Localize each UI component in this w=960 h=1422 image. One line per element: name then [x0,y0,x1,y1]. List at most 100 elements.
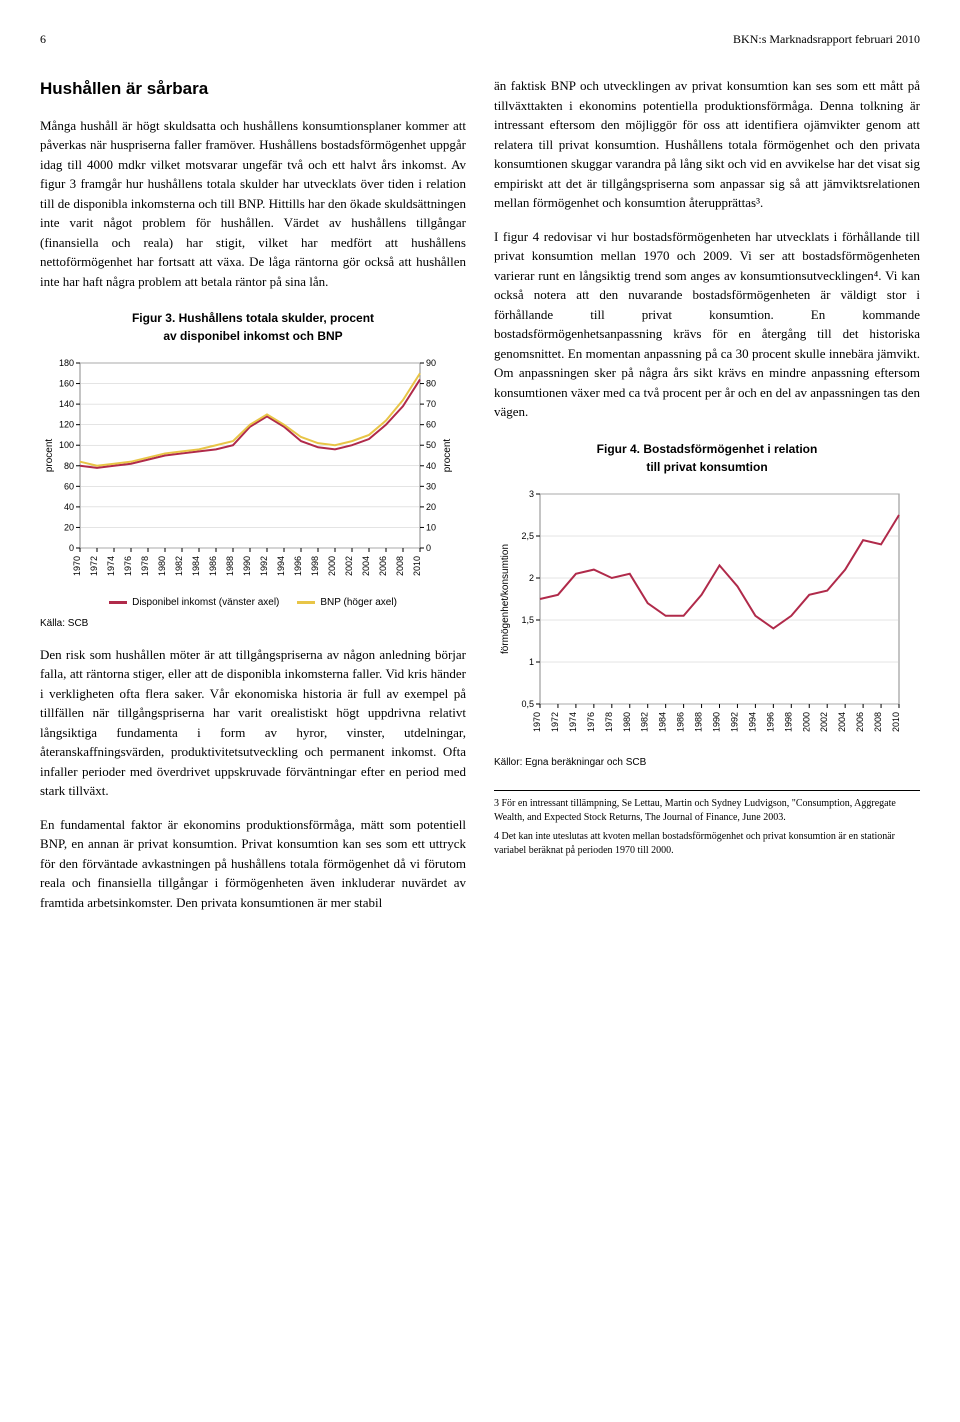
svg-text:1986: 1986 [208,556,218,576]
svg-text:50: 50 [426,440,436,450]
svg-text:1982: 1982 [174,556,184,576]
svg-text:80: 80 [64,461,74,471]
svg-text:160: 160 [59,379,74,389]
svg-text:20: 20 [426,502,436,512]
body-paragraph: En fundamental faktor är ekonomins produ… [40,815,466,913]
svg-text:2000: 2000 [801,712,811,732]
svg-text:2010: 2010 [891,712,901,732]
svg-text:1,5: 1,5 [521,615,534,625]
figure3-legend: Disponibel inkomst (vänster axel) BNP (h… [40,595,466,610]
figure3-source: Källa: SCB [40,616,466,631]
svg-text:2008: 2008 [873,712,883,732]
svg-text:1978: 1978 [140,556,150,576]
figure4-svg: 0,511,522,531970197219741976197819801982… [494,484,914,744]
svg-text:60: 60 [64,481,74,491]
svg-text:1990: 1990 [242,556,252,576]
svg-text:1: 1 [529,657,534,667]
footnote: 4 Det kan inte uteslutas att kvoten mell… [494,830,920,857]
svg-text:90: 90 [426,358,436,368]
svg-text:40: 40 [64,502,74,512]
figure3-svg: 0 20 40 60 80 100 120 140 160 180 0 10 20 30 40 50 60 70 8… [40,353,460,583]
svg-text:1984: 1984 [658,712,668,732]
legend-swatch [297,601,315,604]
svg-text:0,5: 0,5 [521,699,534,709]
figure4-chart: 0,511,522,531970197219741976197819801982… [494,484,920,750]
body-paragraph: I figur 4 redovisar vi hur bostadsförmög… [494,227,920,422]
two-column-layout: Hushållen är sårbara Många hushåll är hö… [40,76,920,926]
svg-text:1982: 1982 [640,712,650,732]
svg-text:2002: 2002 [344,556,354,576]
report-title: BKN:s Marknadsrapport februari 2010 [733,30,920,48]
svg-text:2006: 2006 [378,556,388,576]
svg-text:1992: 1992 [729,712,739,732]
figure3-title: Figur 3. Hushållens totala skulder, proc… [40,309,466,345]
svg-text:1976: 1976 [123,556,133,576]
svg-text:0: 0 [426,543,431,553]
svg-text:2004: 2004 [837,712,847,732]
svg-text:2002: 2002 [819,712,829,732]
svg-text:procent: procent [44,439,55,473]
svg-text:1984: 1984 [191,556,201,576]
svg-text:1998: 1998 [310,556,320,576]
section-heading: Hushållen är sårbara [40,76,466,102]
svg-text:1978: 1978 [604,712,614,732]
svg-text:1972: 1972 [550,712,560,732]
svg-text:80: 80 [426,379,436,389]
svg-text:procent: procent [442,439,453,473]
svg-text:1988: 1988 [694,712,704,732]
svg-text:1996: 1996 [765,712,775,732]
svg-text:1996: 1996 [293,556,303,576]
body-paragraph: än faktisk BNP och utvecklingen av priva… [494,76,920,213]
svg-text:1986: 1986 [676,712,686,732]
svg-text:1988: 1988 [225,556,235,576]
svg-text:1980: 1980 [157,556,167,576]
svg-text:1970: 1970 [72,556,82,576]
right-column: än faktisk BNP och utvecklingen av priva… [494,76,920,926]
svg-text:40: 40 [426,461,436,471]
figure3-chart: 0 20 40 60 80 100 120 140 160 180 0 10 20 30 40 50 60 70 8… [40,353,466,589]
svg-text:120: 120 [59,420,74,430]
page-number: 6 [40,30,46,48]
left-column: Hushållen är sårbara Många hushåll är hö… [40,76,466,926]
svg-text:1990: 1990 [712,712,722,732]
body-paragraph: Många hushåll är högt skuldsatta och hus… [40,116,466,292]
legend-swatch [109,601,127,604]
svg-text:förmögenhet/konsumtion: förmögenhet/konsumtion [500,543,511,653]
svg-text:3: 3 [529,489,534,499]
svg-text:20: 20 [64,522,74,532]
svg-text:60: 60 [426,420,436,430]
svg-text:10: 10 [426,522,436,532]
svg-text:140: 140 [59,399,74,409]
svg-text:2000: 2000 [327,556,337,576]
svg-text:2,5: 2,5 [521,531,534,541]
legend-label: Disponibel inkomst (vänster axel) [132,595,279,610]
svg-text:1974: 1974 [106,556,116,576]
svg-text:180: 180 [59,358,74,368]
svg-text:1974: 1974 [568,712,578,732]
footnotes: 3 För en intressant tillämpning, Se Lett… [494,790,920,857]
svg-text:100: 100 [59,440,74,450]
page-header: 6 BKN:s Marknadsrapport februari 2010 [40,30,920,48]
legend-item: Disponibel inkomst (vänster axel) [109,595,279,610]
svg-text:0: 0 [69,543,74,553]
svg-text:1998: 1998 [783,712,793,732]
svg-text:1972: 1972 [89,556,99,576]
svg-text:2006: 2006 [855,712,865,732]
svg-text:2004: 2004 [361,556,371,576]
svg-text:2: 2 [529,573,534,583]
svg-text:1970: 1970 [532,712,542,732]
svg-text:1994: 1994 [747,712,757,732]
svg-text:70: 70 [426,399,436,409]
body-paragraph: Den risk som hushållen möter är att till… [40,645,466,801]
figure4-source: Källor: Egna beräkningar och SCB [494,755,920,770]
legend-label: BNP (höger axel) [320,595,397,610]
svg-text:1992: 1992 [259,556,269,576]
footnote: 3 För en intressant tillämpning, Se Lett… [494,797,920,824]
figure4-title: Figur 4. Bostadsförmögenhet i relation t… [494,440,920,476]
svg-text:1980: 1980 [622,712,632,732]
svg-text:30: 30 [426,481,436,491]
legend-item: BNP (höger axel) [297,595,397,610]
svg-text:1994: 1994 [276,556,286,576]
svg-text:2008: 2008 [395,556,405,576]
svg-text:2010: 2010 [412,556,422,576]
